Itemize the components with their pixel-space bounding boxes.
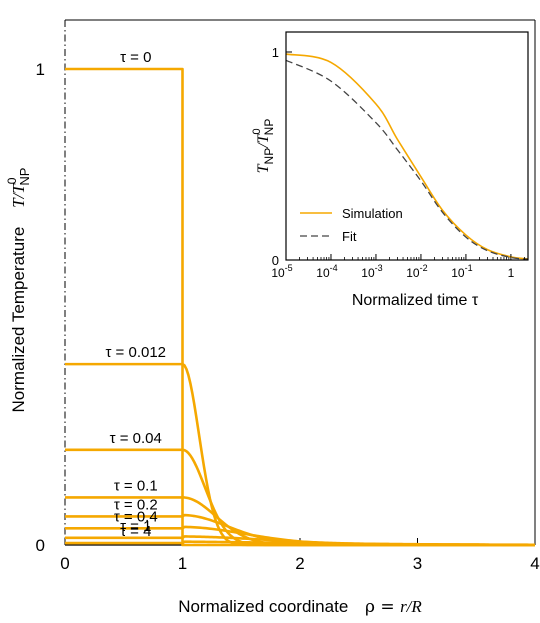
inset-x-tick-label: 10-5 — [271, 263, 292, 280]
inset-y-axis-label-math: T — [255, 163, 272, 173]
tau-label: τ = 4 — [120, 523, 151, 540]
simulation-line — [285, 53, 529, 260]
inset-y-axis-label-mid: /T — [255, 133, 272, 148]
main-x-axis-label-rho: ρ = — [365, 597, 400, 617]
main-temperature-profiles — [65, 67, 536, 547]
inset-y-axis-label-sup: 0 — [251, 128, 263, 134]
main-y-axis-label-math: T/T — [9, 183, 28, 208]
inset-y-tick-label: 0 — [272, 253, 279, 268]
fit-line — [285, 59, 529, 260]
inset-x-tick-label: 10-1 — [451, 263, 472, 280]
main-y-axis-label-sub: NP — [17, 168, 32, 186]
main-x-axis-label-text: Normalized coordinate — [178, 597, 348, 616]
main-y-tick-label: 1 — [36, 60, 45, 79]
inset-y-ticks: 01 — [272, 45, 292, 268]
inset-x-tick-label: 10-4 — [316, 263, 337, 280]
inset-frame — [285, 31, 529, 261]
main-x-tick-label: 1 — [178, 554, 187, 573]
main-y-axis-label-text: Normalized Temperature — [9, 227, 28, 413]
inset-x-ticks: 10-5 10-4 10-3 10-2 10-1 1 — [271, 254, 525, 280]
inset-y-axis-label: TNP/T0NP — [251, 119, 276, 174]
tau-label: τ = 0.012 — [105, 344, 166, 361]
inset-background — [286, 32, 528, 260]
main-y-axis-label: Normalized Temperature T/T0NP — [5, 168, 32, 413]
inset-x-tick-label: 10-3 — [361, 263, 382, 280]
main-x-tick-label: 2 — [295, 554, 304, 573]
inset-curves — [285, 53, 529, 260]
inset-x-tick-label: 1 — [508, 266, 515, 280]
tau-label: τ = 0.04 — [110, 430, 162, 447]
inset-y-axis-label-sub2: NP — [262, 119, 276, 136]
main-x-axis-label-math: r/R — [400, 597, 422, 616]
inset-x-tick-label: 10-2 — [406, 263, 427, 280]
main-x-axis-label: Normalized coordinate ρ = r/R — [178, 597, 422, 617]
tau-label: τ = 0.1 — [114, 477, 158, 494]
main-x-tick-label: 3 — [413, 554, 422, 573]
main-y-axis-label-sup: 0 — [5, 177, 19, 184]
main-y-ticks: 01 — [36, 60, 72, 555]
inset-x-axis-label: Normalized time τ — [352, 292, 479, 309]
inset-legend: Simulation Fit — [300, 206, 403, 244]
tau-label: τ = 0.2 — [114, 496, 158, 513]
inset-y-axis-label-sub1: NP — [262, 148, 276, 165]
main-y-tick-label: 0 — [36, 536, 45, 555]
inset-y-tick-label: 1 — [272, 45, 279, 60]
temperature-profile-line — [65, 540, 535, 547]
tau-label: τ = 0.4 — [114, 508, 158, 525]
tau-label: τ = 1 — [120, 518, 151, 535]
main-x-tick-label: 4 — [530, 554, 539, 573]
tau-label: τ = 0 — [120, 49, 151, 66]
main-x-tick-label: 0 — [60, 554, 69, 573]
legend-simulation-label: Simulation — [342, 206, 403, 221]
legend-fit-label: Fit — [342, 229, 357, 244]
